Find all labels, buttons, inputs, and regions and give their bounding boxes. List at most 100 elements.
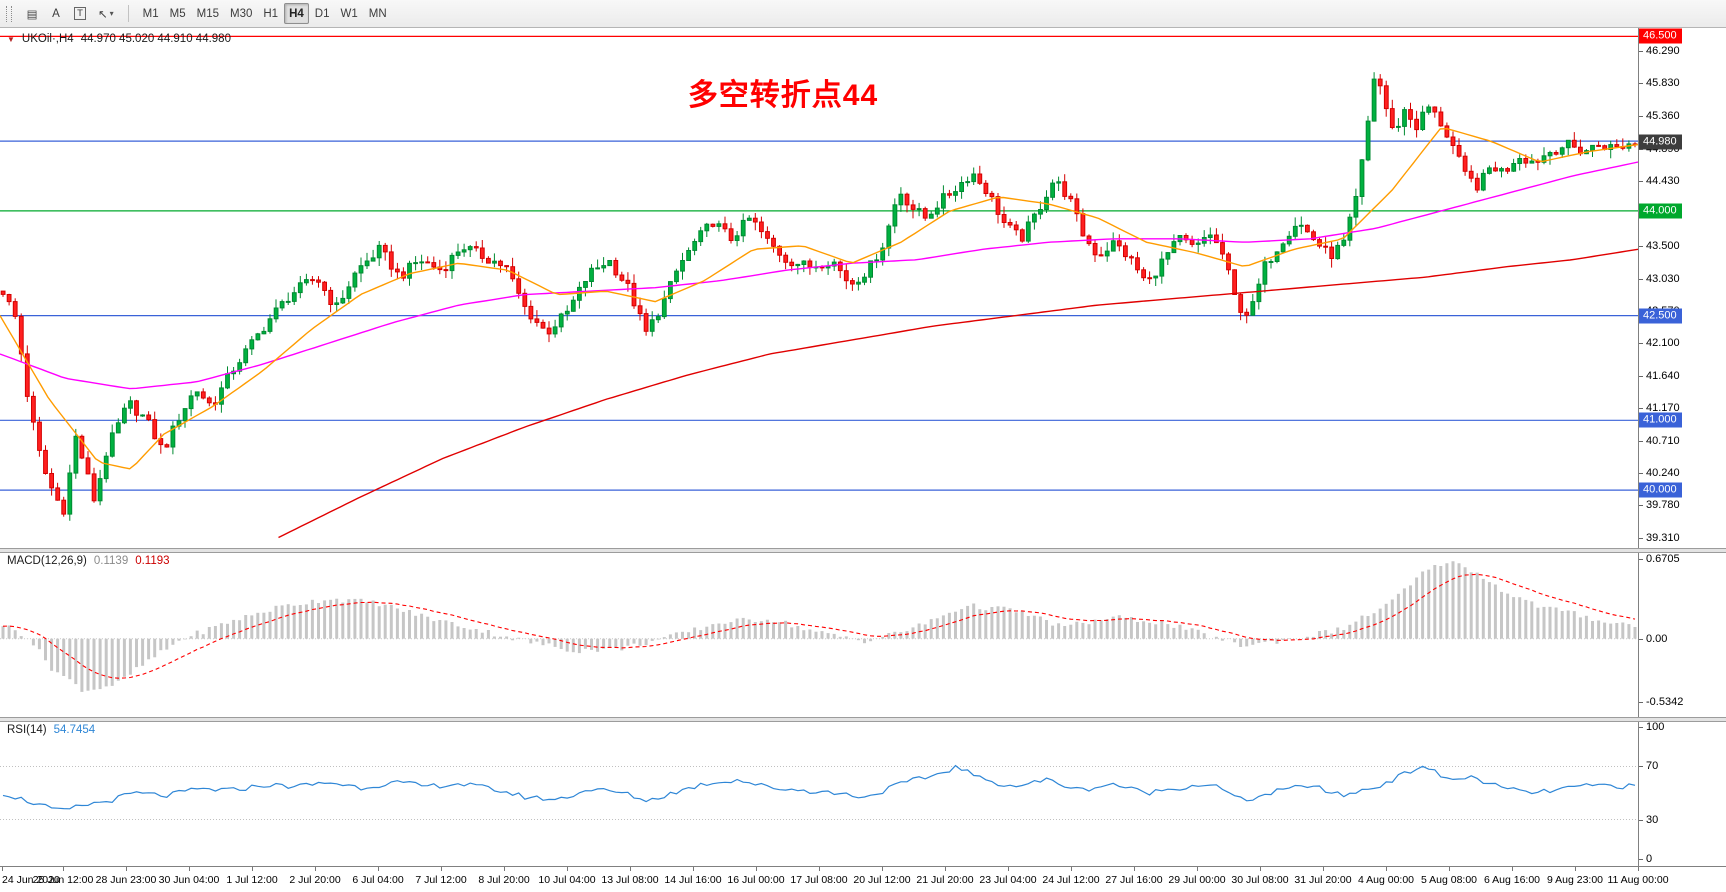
- price-axis[interactable]: 46.29045.83045.36044.89044.43043.96043.5…: [1638, 28, 1726, 866]
- time-axis-tick: [1071, 867, 1072, 871]
- timeframe-button-m1[interactable]: M1: [138, 3, 164, 24]
- time-axis-label: 20 Jul 12:00: [853, 874, 911, 886]
- time-axis-label: 7 Jul 12:00: [415, 874, 467, 886]
- macd-axis-label: -0.5342: [1646, 696, 1684, 709]
- time-axis-label: 30 Jul 08:00: [1231, 874, 1289, 886]
- timeframe-button-mn[interactable]: MN: [364, 3, 392, 24]
- time-axis-label: 6 Aug 16:00: [1483, 874, 1541, 886]
- macd-axis-label: 0.6705: [1646, 553, 1680, 566]
- macd-main-value: 0.1139: [93, 555, 129, 567]
- time-axis-label: 4 Aug 00:00: [1357, 874, 1415, 886]
- price-axis-label: 39.780: [1646, 499, 1680, 512]
- time-axis-tick: [1638, 867, 1639, 871]
- macd-pane-canvas[interactable]: [0, 551, 1638, 717]
- symbol-label: ▼ UKOil·,H4 44.970 45.020 44.910 44.980: [7, 33, 231, 45]
- time-axis-label: 25 Jun 12:00: [32, 874, 94, 886]
- axis-tick: [1639, 408, 1643, 410]
- time-axis-tick: [693, 867, 694, 871]
- timeframe-button-m15[interactable]: M15: [192, 3, 224, 24]
- timeframe-button-w1[interactable]: W1: [335, 3, 362, 24]
- timeframe-button-m5[interactable]: M5: [165, 3, 191, 24]
- time-axis-label: 24 Jul 12:00: [1042, 874, 1100, 886]
- time-axis-tick: [1386, 867, 1387, 871]
- time-axis-label: 16 Jul 00:00: [727, 874, 785, 886]
- price-axis-label: 39.310: [1646, 532, 1680, 545]
- dropdown-caret-icon: ▾: [109, 9, 114, 18]
- axis-tick: [1639, 638, 1643, 640]
- axis-tick: [1639, 375, 1643, 377]
- price-axis-label: 45.360: [1646, 109, 1680, 122]
- axis-tick: [1639, 343, 1643, 345]
- chart-annotation-text[interactable]: 多空转折点44: [687, 79, 879, 112]
- axis-tick: [1639, 726, 1643, 728]
- timeframe-button-d1[interactable]: D1: [310, 3, 335, 24]
- time-axis-tick: [630, 867, 631, 871]
- axis-tick: [1639, 440, 1643, 442]
- axis-tick: [1639, 278, 1643, 280]
- toolbar-drag-handle[interactable]: [6, 5, 12, 22]
- main-chart-canvas[interactable]: [0, 28, 1638, 548]
- timeframe-toolbar: M1 M5 M15 M30 H1 H4 D1 W1 MN: [138, 3, 392, 24]
- time-axis-label: 30 Jun 04:00: [158, 874, 220, 886]
- time-axis-label: 21 Jul 20:00: [916, 874, 974, 886]
- price-axis-label: 43.500: [1646, 239, 1680, 252]
- symbol-marker-icon: ▼: [7, 34, 15, 44]
- text-tool-icon[interactable]: A: [45, 3, 67, 24]
- time-axis-tick: [1449, 867, 1450, 871]
- label-tool-glyph: T: [74, 7, 86, 20]
- time-axis-tick: [1512, 867, 1513, 871]
- price-axis-label: 41.640: [1646, 369, 1680, 382]
- axis-tick: [1639, 702, 1643, 704]
- label-tool-icon[interactable]: T: [69, 3, 91, 24]
- time-axis-tick: [1008, 867, 1009, 871]
- time-axis-tick: [1323, 867, 1324, 871]
- time-axis-label: 31 Jul 20:00: [1294, 874, 1352, 886]
- axis-tick: [1639, 505, 1643, 507]
- time-axis-tick: [819, 867, 820, 871]
- pane-separator[interactable]: [0, 548, 1726, 553]
- timeframe-button-h1[interactable]: H1: [258, 3, 283, 24]
- objects-tool-icon[interactable]: ↖ ▾: [93, 3, 119, 24]
- price-line-label: 41.000: [1639, 412, 1682, 428]
- time-axis-label: 29 Jul 00:00: [1168, 874, 1226, 886]
- time-axis-tick: [1134, 867, 1135, 871]
- time-axis-tick: [1260, 867, 1261, 871]
- current-price-label: 44.980: [1639, 134, 1682, 150]
- rsi-axis-label: 30: [1646, 813, 1659, 826]
- price-axis-label: 41.170: [1646, 402, 1680, 415]
- rsi-axis-label: 70: [1646, 760, 1659, 773]
- time-axis-label: 28 Jun 23:00: [95, 874, 157, 886]
- time-axis-label: 6 Jul 04:00: [352, 874, 404, 886]
- time-axis-tick: [126, 867, 127, 871]
- time-axis-tick: [945, 867, 946, 871]
- timeframe-button-h4[interactable]: H4: [284, 3, 309, 24]
- time-axis[interactable]: 24 Jun 2020 25 Jun 12:00 28 Jun 23:00 30 Ju…: [0, 866, 1726, 892]
- time-axis-label: 17 Jul 08:00: [790, 874, 848, 886]
- axis-tick: [1639, 859, 1643, 861]
- axis-tick: [1639, 115, 1643, 117]
- time-axis-label: 23 Jul 04:00: [979, 874, 1037, 886]
- ohlc-values: 44.970 45.020 44.910 44.980: [80, 33, 231, 45]
- time-axis-label: 5 Aug 08:00: [1420, 874, 1478, 886]
- price-line-label: 40.000: [1639, 482, 1682, 498]
- price-axis-label: 43.030: [1646, 272, 1680, 285]
- time-axis-label: 9 Aug 23:00: [1546, 874, 1604, 886]
- time-axis-tick: [378, 867, 379, 871]
- toolbar: ▤ A T ↖ ▾ M1 M5 M15 M30 H1 H4 D1 W1 MN: [0, 0, 1726, 28]
- pane-separator[interactable]: [0, 717, 1726, 722]
- time-axis-tick: [882, 867, 883, 871]
- rsi-name: RSI(14): [7, 724, 47, 736]
- timeframe-button-m30[interactable]: M30: [225, 3, 257, 24]
- axis-tick: [1639, 51, 1643, 53]
- rsi-value: 54.7454: [53, 724, 96, 736]
- axis-tick: [1639, 766, 1643, 768]
- price-line-label: 46.500: [1639, 28, 1682, 44]
- chart-grid-icon[interactable]: ▤: [21, 3, 43, 24]
- price-line-label: 44.000: [1639, 203, 1682, 219]
- macd-name: MACD(12,26,9): [7, 555, 87, 567]
- axis-tick: [1639, 819, 1643, 821]
- price-axis-label: 40.240: [1646, 467, 1680, 480]
- rsi-pane-canvas[interactable]: [0, 720, 1638, 866]
- time-axis-label: 2 Jul 20:00: [289, 874, 341, 886]
- time-axis-tick: [1575, 867, 1576, 871]
